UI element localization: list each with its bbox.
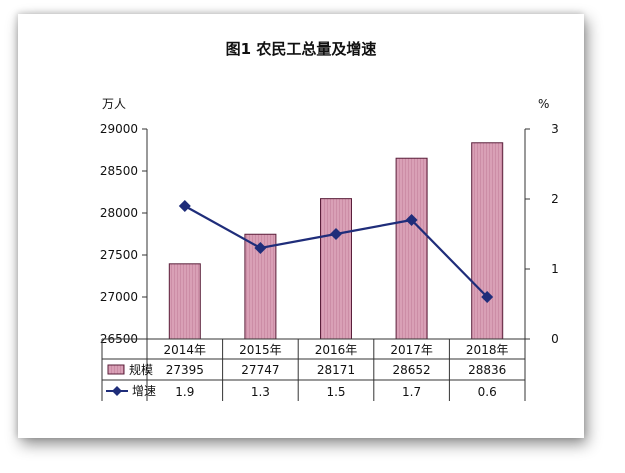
growth-point [254, 242, 267, 254]
bar-series-name: 规模 [129, 362, 153, 377]
growth-point [178, 200, 191, 212]
category-label: 2015年 [239, 343, 282, 357]
line-value-label: 0.6 [478, 385, 497, 399]
left-tick-label: 28500 [100, 164, 138, 178]
bar [471, 142, 504, 340]
line-value-label: 1.9 [175, 385, 194, 399]
bar-legend-swatch [107, 364, 125, 375]
chart-svg: 图1 农民工总量及增速 万人 % 26500270002750028000285… [100, 40, 559, 401]
left-axis-unit: 万人 [102, 97, 126, 111]
line-value-label: 1.5 [326, 385, 345, 399]
line-value-label: 1.3 [251, 385, 270, 399]
bar [320, 198, 352, 340]
bar-value-label: 28652 [393, 363, 431, 377]
right-tick-label: 3 [551, 122, 559, 136]
chart-frame: 图1 农民工总量及增速 万人 % 26500 27000 27500 28000 285… [18, 14, 584, 438]
line-legend-marker [112, 386, 122, 396]
left-tick-label: 29000 [100, 122, 138, 136]
bar [395, 157, 428, 340]
left-tick-label: 28000 [100, 206, 138, 220]
bar [168, 263, 201, 340]
bar-series [168, 142, 504, 340]
line-value-label: 1.7 [402, 385, 421, 399]
category-label: 2017年 [390, 343, 433, 357]
right-axis-unit: % [538, 97, 549, 111]
line-series [178, 200, 494, 303]
left-tick-label: 27500 [100, 248, 138, 262]
category-label: 2014年 [164, 343, 207, 357]
chart-title: 图1 农民工总量及增速 [226, 40, 377, 58]
left-tick-label: 27000 [100, 290, 138, 304]
bar-value-label: 27747 [241, 363, 279, 377]
growth-point [330, 228, 342, 240]
right-tick-label: 1 [551, 262, 559, 276]
category-label: 2016年 [315, 343, 358, 357]
right-tick-label: 0 [551, 332, 559, 346]
right-tick-label: 2 [551, 192, 559, 206]
bar-value-label: 28171 [317, 363, 355, 377]
growth-point [405, 214, 418, 226]
bar-value-label: 27395 [166, 363, 204, 377]
line-series-name: 增速 [132, 384, 156, 398]
bar-value-label: 28836 [468, 363, 506, 377]
growth-point [481, 291, 494, 303]
category-label: 2018年 [466, 343, 509, 357]
